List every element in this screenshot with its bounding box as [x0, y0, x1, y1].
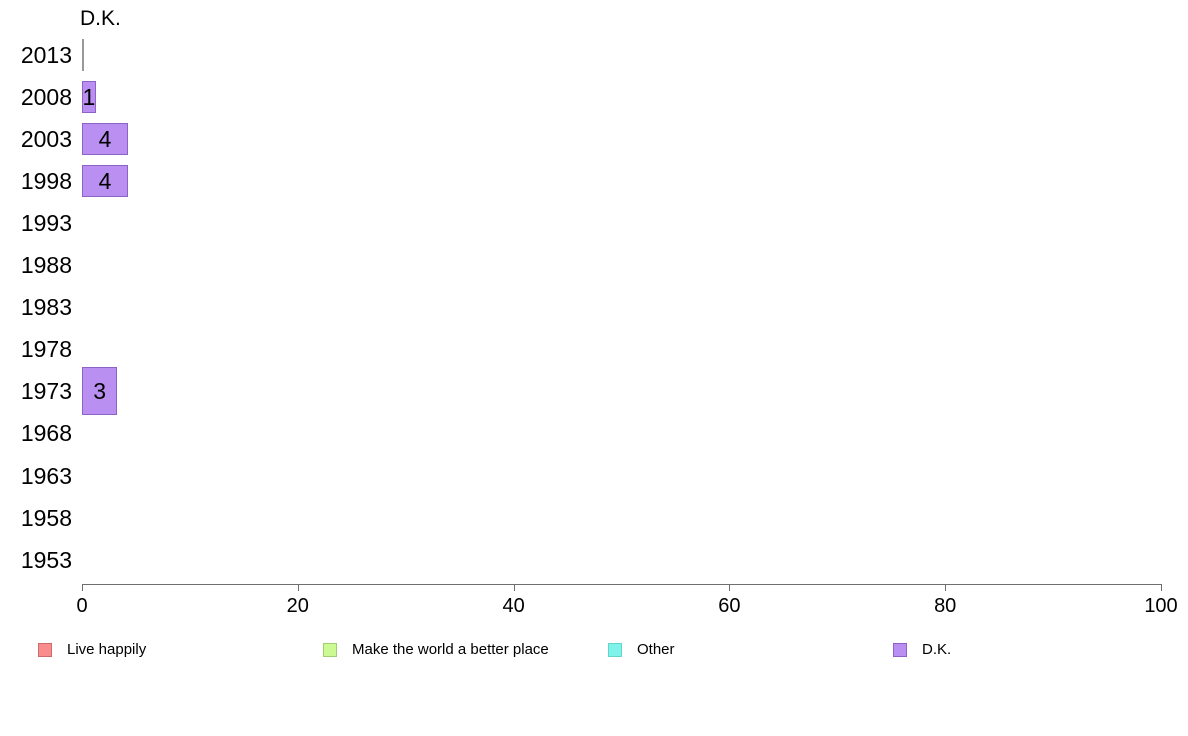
x-axis-line	[82, 584, 1162, 585]
legend-swatch-icon	[38, 642, 52, 657]
x-axis-tick	[945, 584, 947, 591]
y-axis-label: 1958	[20, 504, 72, 531]
legend-item[interactable]: Make the world a better place	[323, 641, 549, 658]
legend-item[interactable]: D.K.	[893, 641, 951, 658]
legend-label: Live happily	[67, 641, 147, 658]
legend-swatch-icon	[323, 642, 337, 657]
x-axis-tick-label: 40	[502, 595, 525, 617]
bar[interactable]: 1	[82, 81, 96, 114]
x-axis-tick	[82, 584, 83, 591]
y-axis-label: 1983	[20, 294, 72, 321]
legend-swatch-icon	[893, 642, 907, 657]
y-axis-label: 1968	[20, 420, 72, 447]
x-axis-tick-label: 20	[286, 595, 309, 617]
bar-value-label: 3	[93, 377, 107, 404]
y-axis-label: 1953	[20, 546, 72, 573]
x-axis-tick-label: 0	[76, 595, 88, 617]
zero-value-bar[interactable]	[82, 39, 84, 71]
y-axis-label: 1963	[20, 462, 72, 489]
bar[interactable]: 3	[82, 367, 118, 416]
y-axis-label: 1978	[20, 336, 72, 363]
y-axis-label: 2013	[20, 42, 72, 68]
bar[interactable]: 4	[82, 165, 129, 198]
legend-item[interactable]: Other	[608, 641, 675, 658]
y-axis-label: 1993	[20, 210, 72, 237]
y-axis-label: 2003	[20, 126, 72, 153]
x-axis-tick-label: 100	[1144, 595, 1178, 617]
x-axis-tick-label: 60	[718, 595, 741, 617]
bar-value-label: 1	[82, 83, 96, 110]
x-axis-tick	[1161, 584, 1162, 591]
legend-label: D.K.	[922, 641, 952, 658]
bar-value-label: 4	[98, 125, 112, 152]
y-axis-label: 1988	[20, 252, 72, 279]
x-axis-tick	[729, 584, 731, 591]
bar[interactable]: 4	[82, 123, 129, 156]
legend-label: Other	[637, 641, 675, 658]
legend-swatch-icon	[608, 642, 622, 657]
chart-title: D.K.	[80, 7, 121, 30]
y-axis-label: 2008	[20, 84, 72, 111]
y-axis-label: 1998	[20, 168, 72, 195]
legend-item[interactable]: Live happily	[38, 641, 146, 658]
legend-label: Make the world a better place	[352, 641, 549, 658]
x-axis-tick	[297, 584, 299, 591]
x-axis-tick	[513, 584, 515, 591]
y-axis-label: 1973	[20, 378, 72, 405]
x-axis-tick-label: 80	[934, 595, 957, 617]
bar-value-label: 4	[98, 167, 112, 194]
